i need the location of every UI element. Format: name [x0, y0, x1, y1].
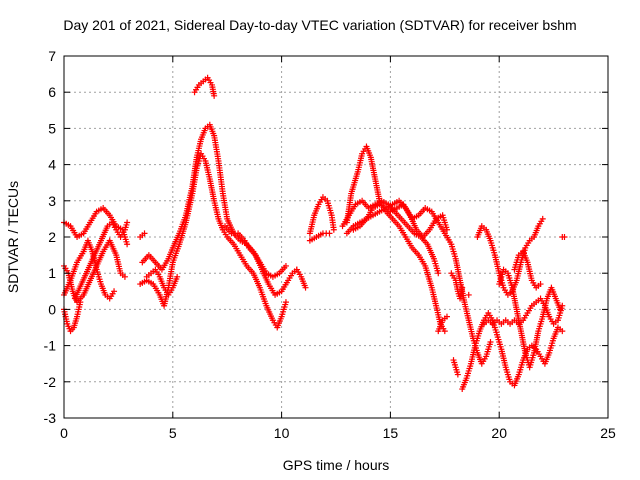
data-point	[111, 288, 118, 295]
data-point	[124, 219, 131, 226]
data-point	[77, 299, 84, 306]
y-tick-label: 3	[48, 193, 56, 209]
series-trace-b	[61, 237, 128, 306]
series-trace-aa	[511, 248, 544, 291]
data-point	[443, 226, 450, 233]
series-trace-ab	[559, 234, 568, 240]
y-tick-labels: -3 -2 -1 0 1 2 3 4 5 6 7	[44, 48, 57, 426]
data-point	[282, 299, 289, 306]
series-trace-z	[496, 266, 564, 371]
data-point	[459, 284, 466, 291]
y-tick-label: 0	[48, 301, 56, 317]
series-trace-f	[137, 150, 289, 331]
series-trace-r	[350, 201, 450, 240]
data-point	[561, 234, 568, 240]
data-point	[302, 284, 309, 291]
y-tick-label: 4	[48, 157, 56, 173]
data-point	[141, 230, 148, 237]
x-tick-label: 20	[491, 425, 507, 441]
data-point	[441, 328, 448, 335]
x-tick-labels: 0 5 10 15 20 25	[60, 425, 616, 441]
data-point	[454, 371, 461, 378]
series-trace-y	[480, 295, 566, 327]
data-point	[487, 338, 494, 345]
data-point	[539, 215, 546, 222]
y-axis-label: SDTVAR / TECUs	[5, 181, 21, 293]
data-point	[211, 92, 218, 99]
series-trace-u	[450, 357, 461, 378]
x-tick-label: 0	[60, 425, 68, 441]
series-trace-i	[137, 230, 148, 240]
data-point	[559, 302, 566, 309]
data-point	[537, 281, 544, 288]
x-tick-label: 5	[169, 425, 177, 441]
data-point	[443, 313, 450, 320]
data-point	[465, 291, 472, 298]
data-point	[282, 262, 289, 269]
series-trace-v	[465, 291, 472, 298]
x-tick-label: 25	[600, 425, 616, 441]
y-tick-label: 6	[48, 84, 56, 100]
x-tick-label: 15	[383, 425, 399, 441]
data-points	[61, 74, 568, 393]
series-trace-j	[143, 266, 181, 298]
y-tick-label: 5	[48, 120, 56, 136]
data-point	[435, 270, 442, 277]
chart-title: Day 201 of 2021, Sidereal Day-to-day VTE…	[63, 17, 576, 33]
y-tick-label: 2	[48, 229, 56, 245]
series-trace-q	[343, 197, 494, 367]
data-point	[174, 273, 181, 280]
series-trace-n	[306, 230, 333, 244]
y-tick-label: -1	[44, 338, 57, 354]
series-trace-h	[191, 74, 218, 99]
series-trace-e	[61, 237, 118, 302]
data-point	[121, 273, 128, 280]
x-axis-label: GPS time / hours	[283, 457, 390, 473]
data-point	[124, 241, 131, 248]
data-point	[330, 226, 337, 233]
data-point	[557, 306, 564, 313]
y-tick-label: 7	[48, 48, 56, 64]
y-tick-label: -3	[44, 410, 57, 426]
y-tick-label: -2	[44, 374, 57, 390]
data-point	[326, 230, 333, 237]
series-trace-t	[448, 270, 466, 302]
series-trace-k	[222, 223, 300, 298]
series-trace-x	[474, 215, 546, 298]
series-trace-l	[293, 266, 309, 291]
series-trace-o	[343, 143, 448, 335]
data-point	[559, 328, 566, 335]
x-tick-label: 10	[274, 425, 290, 441]
series-trace-w	[459, 310, 566, 393]
series-trace-a	[61, 205, 131, 248]
grid	[64, 56, 608, 418]
axis-ticks	[63, 55, 609, 419]
series-trace-s	[435, 313, 450, 335]
series-trace-m	[306, 194, 337, 237]
y-tick-label: 1	[48, 265, 56, 281]
